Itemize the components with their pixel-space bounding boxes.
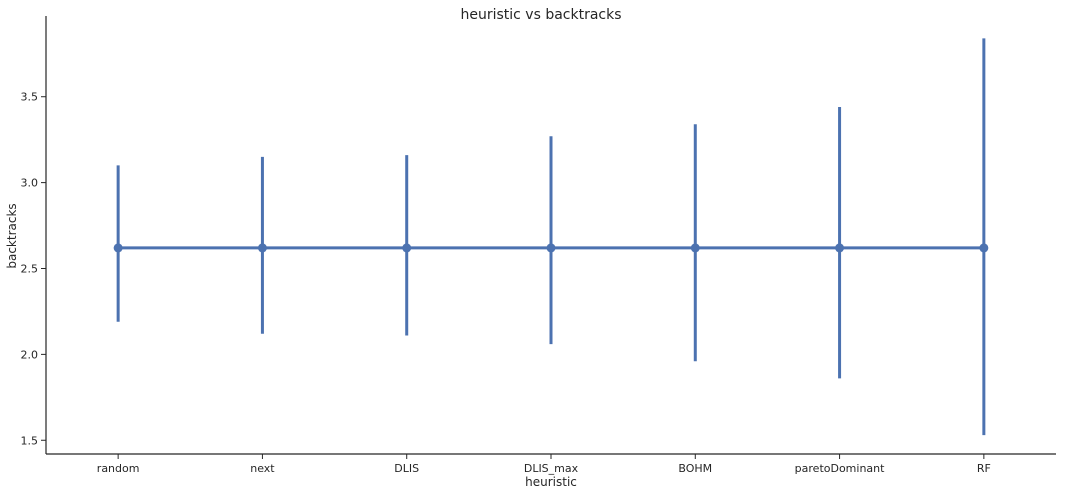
x-tick-label: BOHM xyxy=(678,462,712,475)
x-tick-label: DLIS_max xyxy=(524,462,579,475)
y-tick-label: 1.5 xyxy=(21,434,39,447)
x-tick-label: paretoDominant xyxy=(795,462,885,475)
x-axis-label: heuristic xyxy=(525,475,577,489)
data-point xyxy=(402,243,412,253)
data-point xyxy=(979,243,989,253)
chart-title: heuristic vs backtracks xyxy=(460,7,621,23)
y-tick-label: 3.0 xyxy=(21,177,39,190)
data-point xyxy=(257,243,267,253)
data-point xyxy=(835,243,845,253)
y-tick-label: 2.5 xyxy=(21,262,39,275)
data-point xyxy=(546,243,556,253)
y-tick-label: 2.0 xyxy=(21,348,39,361)
data-point xyxy=(113,243,123,253)
x-tick-label: next xyxy=(250,462,275,475)
data-point xyxy=(690,243,700,253)
x-tick-label: DLIS xyxy=(394,462,419,475)
y-tick-label: 3.5 xyxy=(21,91,39,104)
y-axis-label: backtracks xyxy=(5,203,19,268)
x-tick-label: RF xyxy=(977,462,991,475)
x-tick-label: random xyxy=(97,462,140,475)
plot-area: 1.5 2.0 2.5 3.0 3.5 random next DLIS DLIS_max BOH… xyxy=(21,38,991,475)
